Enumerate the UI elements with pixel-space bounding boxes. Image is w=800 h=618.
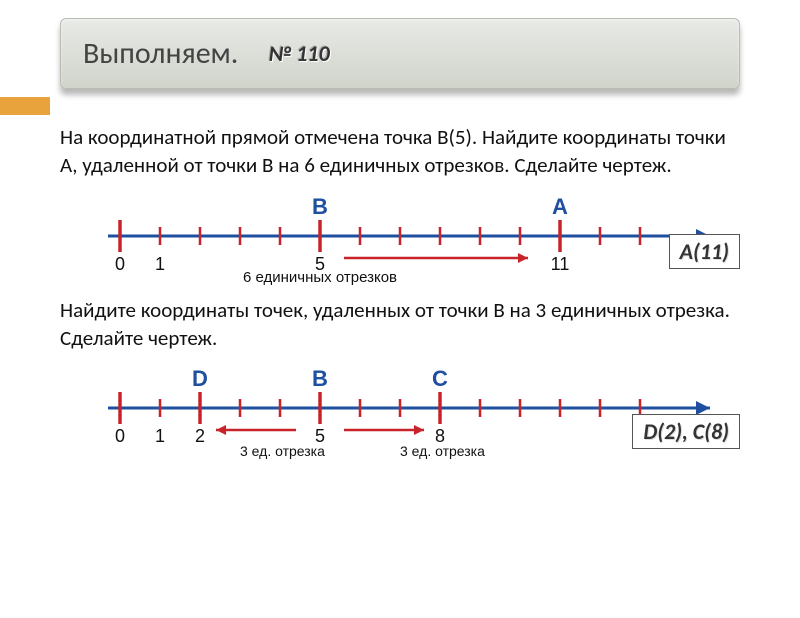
numberline-2: 01258DВС3 ед. отрезка3 ед. отрезка D(2),…	[60, 358, 740, 468]
svg-text:1: 1	[155, 426, 165, 446]
header-title: Выполняем.	[83, 35, 238, 72]
svg-text:А: А	[552, 194, 568, 219]
numberline-1-svg: 01511ВА6 единичных отрезков	[60, 186, 740, 296]
accent-bar	[0, 97, 50, 115]
svg-text:11: 11	[551, 254, 570, 274]
content: На координатной прямой отмечена точка В(…	[0, 115, 800, 476]
header-number: № 110	[268, 40, 329, 67]
svg-text:3 ед. отрезка: 3 ед. отрезка	[240, 443, 325, 459]
task2-text: Найдите координаты точек, удаленных от т…	[60, 296, 740, 353]
numberline-1: 01511ВА6 единичных отрезков A(11)	[60, 186, 740, 296]
svg-text:В: В	[312, 194, 328, 219]
svg-text:D: D	[192, 366, 208, 391]
svg-text:1: 1	[155, 254, 165, 274]
svg-text:В: В	[312, 366, 328, 391]
slide-header: Выполняем. № 110	[60, 18, 740, 89]
answer-2: D(2), C(8)	[632, 414, 740, 449]
svg-text:0: 0	[115, 426, 125, 446]
svg-text:0: 0	[115, 254, 125, 274]
svg-text:2: 2	[195, 426, 205, 446]
task1-text: На координатной прямой отмечена точка В(…	[60, 123, 740, 180]
svg-text:6 единичных отрезков: 6 единичных отрезков	[243, 269, 397, 286]
svg-text:С: С	[432, 366, 448, 391]
numberline-2-svg: 01258DВС3 ед. отрезка3 ед. отрезка	[60, 358, 740, 468]
svg-text:3 ед. отрезка: 3 ед. отрезка	[400, 443, 485, 459]
answer-1: A(11)	[669, 234, 740, 269]
